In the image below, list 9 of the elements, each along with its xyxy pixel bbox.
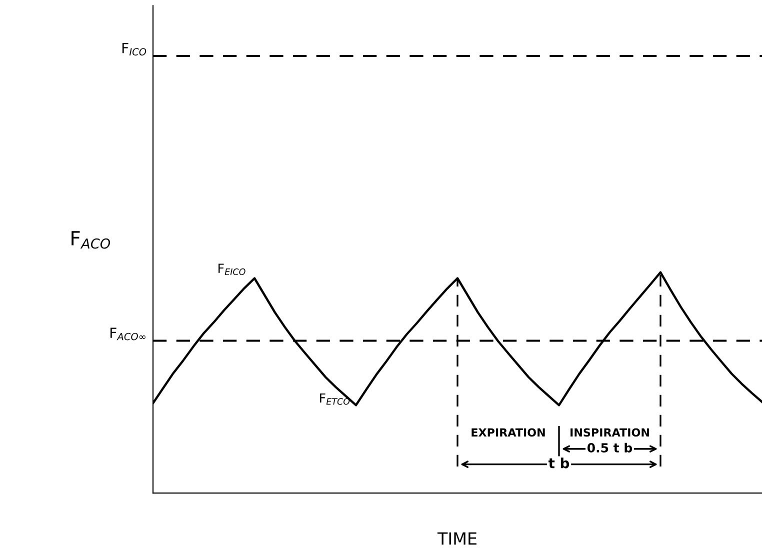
annotation: t b xyxy=(548,458,570,468)
annotation: 0.5 t b xyxy=(587,442,632,452)
annotation: F$_{EICO}$ xyxy=(218,264,246,276)
annotation: EXPIRATION xyxy=(472,428,545,437)
ref-line-label: F$_{ICO}$ xyxy=(122,42,146,56)
annotation: INSPIRATION xyxy=(570,428,649,437)
y-axis-title: F$_{ACO}$ xyxy=(72,231,110,249)
x-axis-title: TIME xyxy=(437,532,476,545)
ref-line-label: F$_{ACO∞}$ xyxy=(110,328,146,340)
